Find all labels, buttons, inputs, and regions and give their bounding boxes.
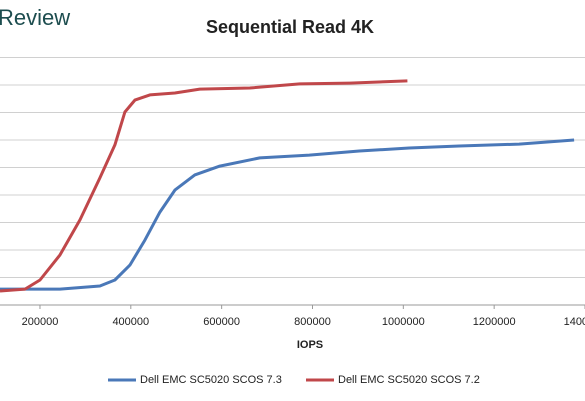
x-tick-label: 1400000 [564, 316, 585, 328]
x-tick-label: 800000 [294, 316, 331, 328]
legend-label: Dell EMC SC5020 SCOS 7.3 [140, 374, 282, 386]
chart-title: Sequential Read 4K [206, 17, 374, 37]
series-line [0, 138, 575, 291]
x-tick-label: 200000 [22, 316, 59, 328]
x-tick-label: 400000 [112, 316, 149, 328]
x-tick-label: 1200000 [473, 316, 516, 328]
x-tick-label: 600000 [203, 316, 240, 328]
x-tick-label: 1000000 [382, 316, 425, 328]
series-line [0, 79, 408, 293]
x-axis-title: IOPS [297, 339, 323, 351]
legend-label: Dell EMC SC5020 SCOS 7.2 [338, 374, 480, 386]
brand: Review [0, 5, 70, 30]
